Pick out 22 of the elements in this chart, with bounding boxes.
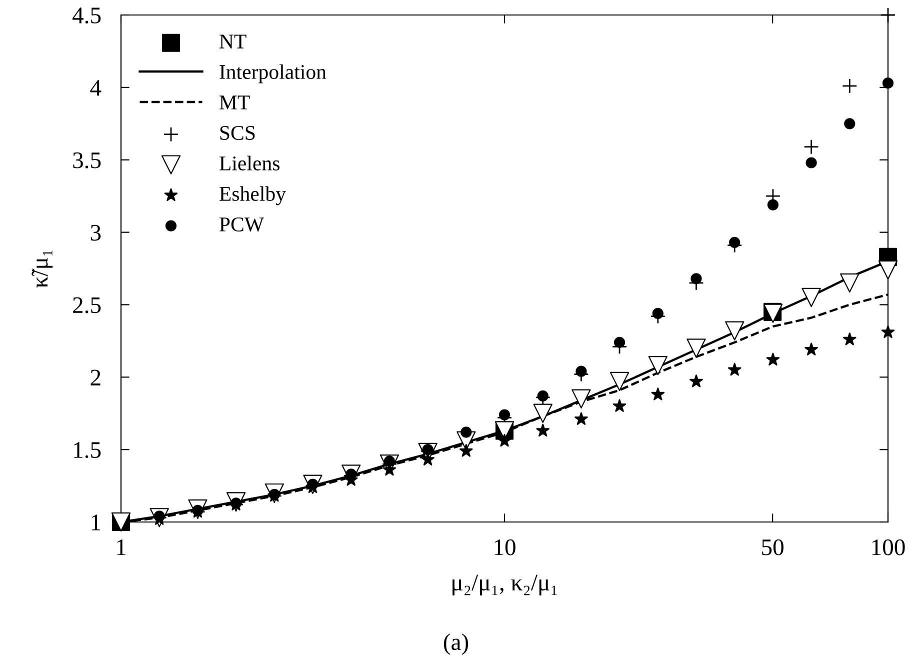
text: (a) [444,633,468,655]
legend-label: Lielens [220,156,280,170]
y-tick-label: 4.5 [72,8,101,24]
y-tick-label: 3 [90,224,101,241]
y-tick-label: 1.5 [74,442,101,458]
legend-label: Eshelby [220,186,286,206]
x-tick-label: 10 [494,539,516,556]
y-axis-title: κ̃/μ₁ [32,250,53,288]
legend-label: Interpolation [220,64,326,84]
y-tick-label: 3.5 [73,152,101,168]
y-tick-label: 1 [92,514,100,530]
y-tick-label: 4 [90,80,102,96]
y-tick-label: 2.5 [73,297,101,314]
legend-label: SCS [220,126,255,140]
x-tick-label: 1 [117,539,126,556]
legend-label: NT [220,34,246,48]
legend-label: MT [220,96,250,110]
x-tick-label: 100 [872,539,905,556]
x-tick-label: 50 [762,539,784,556]
y-tick-label: 2 [90,370,100,386]
legend-label: PCW [220,217,264,232]
x-axis-title: μ₂/μ₁, κ₂/μ₁ [452,574,557,596]
